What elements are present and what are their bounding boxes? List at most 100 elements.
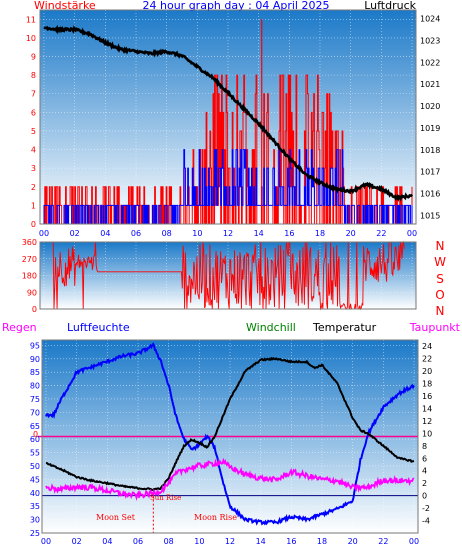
pressure-y-tick: 1015 [420,211,440,220]
wind-x-tick: 00 [39,229,49,238]
humidity-y-tick: 25 [30,529,40,538]
wind-y-tick: 7 [31,90,36,99]
pressure-y-tick: 1016 [420,189,440,198]
humidity-y-tick: 95 [30,341,40,350]
temperature-series [45,356,415,491]
humidity-y-tick: 30 [30,516,40,525]
compass-w: W [434,255,446,269]
weather-x-tick: 12 [225,537,235,546]
weather-x-tick: 00 [41,537,51,546]
temperature-y-tick: 16 [422,392,432,401]
temperature-y-tick: 22 [422,355,432,364]
wind-y-tick: 5 [31,127,36,136]
temperature-y-tick: -4 [422,517,430,526]
pressure-label: Luftdruck [364,0,416,12]
temperature-y-tick: 12 [422,417,432,426]
compass-n-bottom: N [436,304,445,318]
wind-y-tick: 2 [31,183,36,192]
pressure-y-tick: 1022 [420,58,440,67]
wind-panel-frame [39,9,417,225]
humidity-y-tick: 45 [30,475,40,484]
temperature-y-tick: 24 [422,342,432,351]
temperature-y-tick: 2 [422,479,427,488]
direction-y-tick: 0 [32,305,37,314]
humidity-y-tick: 40 [30,489,40,498]
humidity-y-tick: 50 [30,462,40,471]
moon-rise-label: Moon Rise [194,513,237,522]
wind-x-tick: 10 [192,229,202,238]
dewpoint-series [45,457,415,501]
wind-y-tick: 9 [31,53,36,62]
humidity-y-tick: 70 [30,408,40,417]
wind-x-tick: 00 [407,229,417,238]
compass-s: S [436,272,444,286]
wind-direction-series [52,240,405,311]
wind-y-tick: 0 [31,220,36,229]
wind-x-tick: 18 [315,229,325,238]
pressure-y-tick: 1019 [420,124,440,133]
humidity-y-tick: 85 [30,368,40,377]
wind-y-tick: 11 [26,15,36,24]
weather-x-tick: 20 [348,537,358,546]
humidity-y-tick: 55 [30,449,40,458]
temperature-y-tick: 20 [422,367,432,376]
weather-x-tick: 06 [133,537,143,546]
legend-rain: Regen [2,321,37,334]
compass-n-top: N [436,239,445,253]
pressure-y-tick: 1017 [420,168,440,177]
legend-temperature: Temperatur [312,321,377,334]
legend-dewpoint: Taupunkt [409,321,461,334]
wind-x-tick: 16 [284,229,294,238]
pressure-series [43,24,414,203]
weather-panel-frame [41,339,419,534]
weather-x-tick: 14 [256,537,266,546]
wind-x-tick: 08 [162,229,172,238]
legend-windchill: Windchill [246,321,296,334]
pressure-y-tick: 1023 [420,37,440,46]
wind-x-tick: 02 [70,229,80,238]
humidity-y-tick: 60 [30,435,40,444]
temperature-y-tick: -2 [422,504,430,513]
wind-y-tick: 10 [26,34,36,43]
weather-x-tick: 04 [102,537,112,546]
compass-o: O [435,288,444,302]
wind-x-tick: 22 [376,229,386,238]
wind-x-tick: 04 [100,229,110,238]
pressure-y-tick: 1020 [420,102,440,111]
zero-marker-label: 0 [33,430,38,439]
temperature-y-tick: 6 [422,454,427,463]
humidity-y-tick: 80 [30,382,40,391]
direction-panel-frame [39,241,417,310]
wind-strength-label: Windstärke [34,0,96,12]
weather-x-tick: 16 [286,537,296,546]
legend-humidity: Luftfeuchte [67,321,130,334]
chart-title: 24 hour graph day : 04 April 2025 [143,0,330,12]
humidity-y-tick: 65 [30,422,40,431]
wind-y-tick: 3 [31,164,36,173]
wind-y-tick: 8 [31,71,36,80]
weather-x-tick: 18 [317,537,327,546]
humidity-y-tick: 90 [30,355,40,364]
weather-x-tick: 02 [72,537,82,546]
sun-rise-label: Sun Rise [150,494,181,502]
wind-x-tick: 14 [254,229,264,238]
wind-y-tick: 6 [31,108,36,117]
wind-x-tick: 12 [223,229,233,238]
wind-y-tick: 1 [31,201,36,210]
temperature-y-tick: 18 [422,380,432,389]
wind-y-tick: 4 [31,146,36,155]
pressure-y-tick: 1021 [420,80,440,89]
temperature-y-tick: 8 [422,442,427,451]
weather-x-tick: 00 [409,537,419,546]
temperature-y-tick: 0 [422,492,427,501]
temperature-y-tick: 10 [422,429,432,438]
weather-x-tick: 10 [194,537,204,546]
weather-x-tick: 08 [164,537,174,546]
humidity-series [45,342,415,526]
wind-x-tick: 20 [346,229,356,238]
temperature-y-tick: 4 [422,467,427,476]
humidity-y-tick: 35 [30,502,40,511]
pressure-y-tick: 1024 [420,15,440,24]
